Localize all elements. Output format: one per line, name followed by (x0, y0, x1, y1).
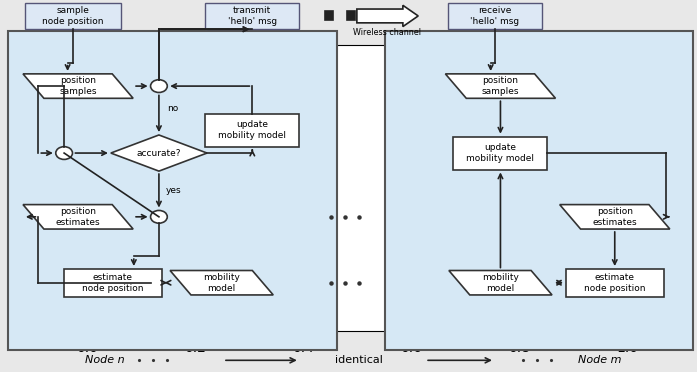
Polygon shape (560, 205, 670, 229)
Text: sample
node position: sample node position (43, 6, 104, 26)
Polygon shape (111, 135, 207, 171)
Circle shape (151, 80, 167, 93)
Text: accurate?: accurate? (137, 148, 181, 158)
Circle shape (151, 211, 167, 223)
Text: update
mobility model: update mobility model (218, 120, 286, 140)
Circle shape (56, 147, 72, 160)
Text: Node m: Node m (578, 355, 621, 365)
Text: Wireless channel: Wireless channel (353, 28, 421, 38)
Text: position
samples: position samples (482, 76, 519, 96)
Polygon shape (449, 270, 552, 295)
FancyBboxPatch shape (25, 3, 121, 29)
Text: mobility
model: mobility model (482, 273, 519, 293)
Text: position
estimates: position estimates (56, 207, 100, 227)
FancyBboxPatch shape (454, 137, 548, 170)
FancyBboxPatch shape (206, 114, 300, 147)
FancyBboxPatch shape (348, 11, 355, 20)
Text: Node n: Node n (85, 355, 124, 365)
Text: mobility
model: mobility model (204, 273, 240, 293)
Text: estimate
node position: estimate node position (584, 273, 645, 293)
Polygon shape (23, 205, 133, 229)
FancyBboxPatch shape (325, 11, 333, 20)
Text: position
samples: position samples (59, 76, 97, 96)
Text: update
mobility model: update mobility model (466, 143, 535, 163)
Polygon shape (170, 270, 273, 295)
Polygon shape (445, 74, 556, 98)
Text: receive
'hello' msg: receive 'hello' msg (470, 6, 519, 26)
FancyBboxPatch shape (448, 3, 542, 29)
FancyBboxPatch shape (206, 3, 300, 29)
FancyBboxPatch shape (385, 31, 693, 350)
Text: no: no (167, 104, 178, 113)
Text: identical: identical (335, 355, 383, 365)
Text: position
estimates: position estimates (592, 207, 637, 227)
FancyBboxPatch shape (64, 269, 162, 296)
FancyBboxPatch shape (8, 31, 337, 350)
FancyArrow shape (357, 5, 418, 26)
Text: yes: yes (166, 186, 181, 195)
FancyBboxPatch shape (566, 269, 664, 296)
Text: estimate
node position: estimate node position (82, 273, 144, 293)
Polygon shape (23, 74, 133, 98)
Text: transmit
'hello' msg: transmit 'hello' msg (228, 6, 277, 26)
